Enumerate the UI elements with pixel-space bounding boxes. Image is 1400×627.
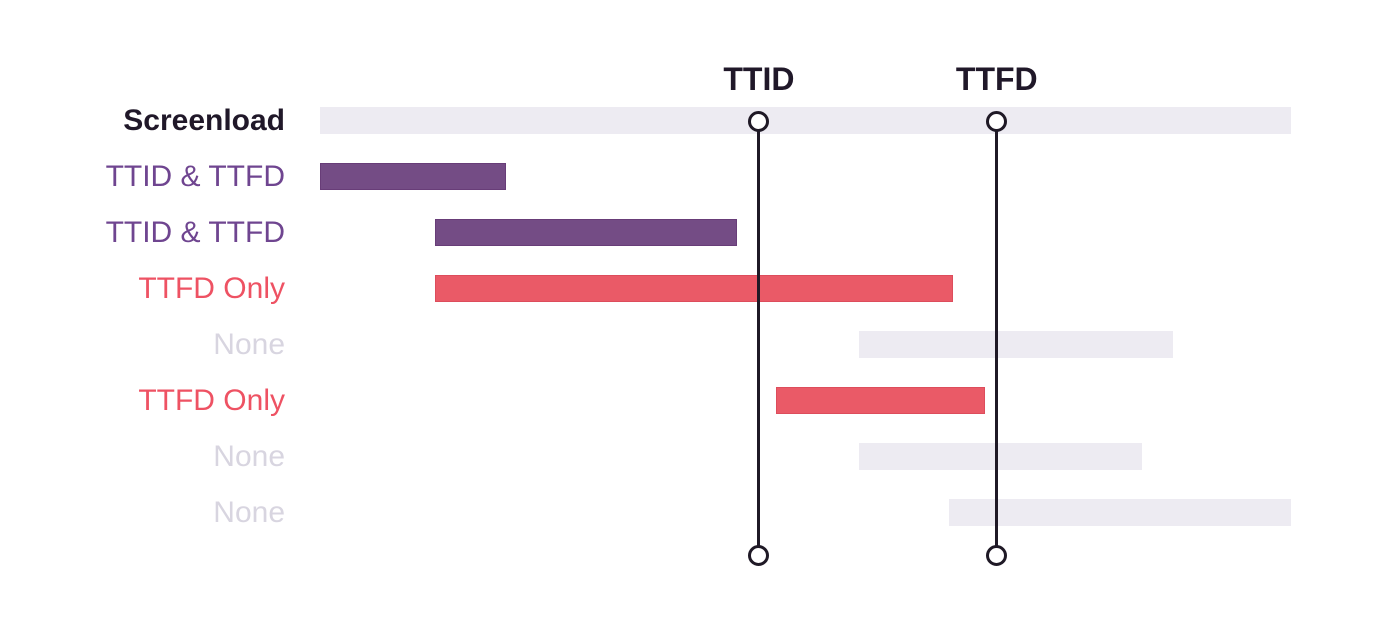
span-bar-none bbox=[858, 443, 1143, 470]
span-bar-none bbox=[858, 331, 1173, 358]
span-bar-both bbox=[434, 219, 737, 246]
ttfd-start-circle bbox=[986, 110, 1008, 132]
row-label-screenload: Screenload bbox=[123, 103, 285, 137]
row-label-none: None bbox=[213, 327, 285, 361]
span-bar-none bbox=[949, 499, 1291, 526]
row-label-ttfd: TTFD Only bbox=[138, 271, 285, 305]
ttid-end-circle bbox=[748, 544, 770, 566]
row-label-ttfd: TTFD Only bbox=[138, 383, 285, 417]
row-label-both: TTID & TTFD bbox=[105, 215, 285, 249]
row-label-none: None bbox=[213, 439, 285, 473]
ttid-marker-label: TTID bbox=[723, 61, 795, 97]
row-label-none: None bbox=[213, 495, 285, 529]
ttfd-end-circle bbox=[986, 544, 1008, 566]
ttfd-marker-line bbox=[995, 121, 999, 555]
span-bar-ttfd bbox=[434, 275, 954, 302]
ttid-marker-line bbox=[757, 121, 761, 555]
row-label-both: TTID & TTFD bbox=[105, 159, 285, 193]
span-bar-screenload bbox=[320, 107, 1291, 134]
ttid-start-circle bbox=[748, 110, 770, 132]
ttfd-marker-label: TTFD bbox=[955, 61, 1038, 97]
span-bar-both bbox=[320, 163, 507, 190]
span-bar-ttfd bbox=[776, 387, 986, 414]
